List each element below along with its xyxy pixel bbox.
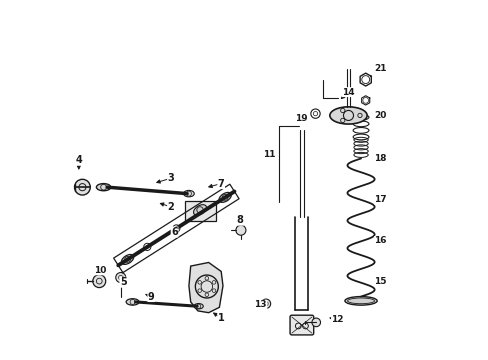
Ellipse shape bbox=[96, 184, 110, 191]
Ellipse shape bbox=[329, 107, 366, 124]
FancyBboxPatch shape bbox=[184, 201, 215, 221]
Text: 16: 16 bbox=[374, 237, 386, 246]
Ellipse shape bbox=[121, 255, 133, 264]
Text: 10: 10 bbox=[94, 266, 106, 275]
Text: 8: 8 bbox=[236, 215, 243, 225]
Text: 6: 6 bbox=[171, 227, 178, 237]
Text: 1: 1 bbox=[217, 313, 224, 323]
FancyBboxPatch shape bbox=[289, 315, 313, 335]
Circle shape bbox=[311, 318, 320, 327]
Text: 4: 4 bbox=[75, 155, 82, 165]
Ellipse shape bbox=[193, 204, 206, 215]
Text: 12: 12 bbox=[331, 315, 343, 324]
Text: 19: 19 bbox=[294, 114, 307, 123]
Circle shape bbox=[116, 273, 125, 283]
Polygon shape bbox=[188, 262, 223, 313]
Circle shape bbox=[93, 275, 105, 288]
Text: 21: 21 bbox=[374, 64, 386, 73]
Ellipse shape bbox=[194, 303, 203, 309]
Ellipse shape bbox=[183, 190, 194, 197]
Text: 7: 7 bbox=[217, 179, 224, 189]
Text: 3: 3 bbox=[167, 173, 174, 183]
Text: 15: 15 bbox=[374, 276, 386, 285]
Ellipse shape bbox=[219, 193, 231, 202]
Text: 2: 2 bbox=[167, 202, 174, 212]
Ellipse shape bbox=[344, 297, 376, 305]
Circle shape bbox=[235, 225, 245, 235]
Text: 14: 14 bbox=[342, 87, 354, 96]
Text: 18: 18 bbox=[374, 154, 386, 163]
Circle shape bbox=[74, 179, 90, 195]
Circle shape bbox=[261, 299, 270, 309]
Text: 20: 20 bbox=[374, 111, 386, 120]
Text: 17: 17 bbox=[374, 195, 386, 204]
Text: 9: 9 bbox=[147, 292, 154, 302]
Text: 13: 13 bbox=[254, 300, 266, 309]
Text: 5: 5 bbox=[120, 277, 126, 287]
Text: 11: 11 bbox=[263, 150, 275, 159]
Ellipse shape bbox=[126, 299, 139, 305]
